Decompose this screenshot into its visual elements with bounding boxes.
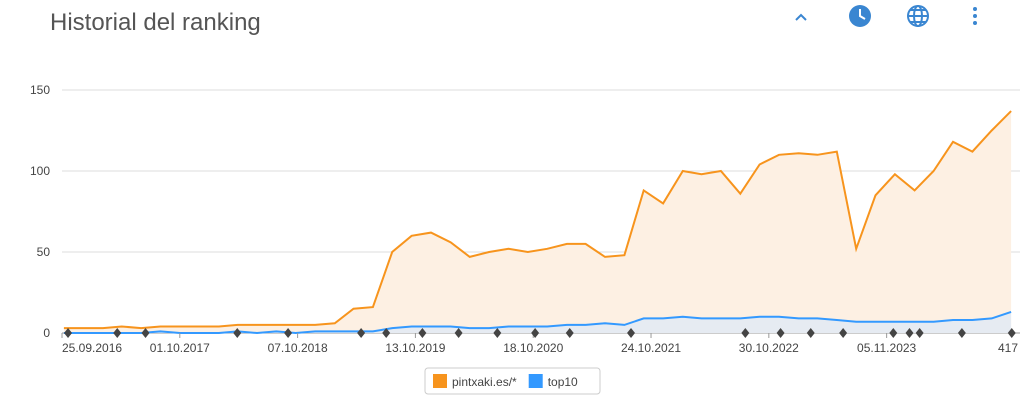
series-line	[63, 310, 1012, 335]
y-tick-label: 100	[30, 164, 50, 178]
x-tick-label: 25.09.2016	[62, 341, 122, 355]
event-marker	[113, 328, 122, 338]
legend-item[interactable]: pintxaki.es/*	[433, 374, 517, 389]
event-marker	[806, 328, 815, 338]
event-marker	[531, 328, 540, 338]
event-marker	[141, 328, 150, 338]
legend-swatch	[433, 374, 447, 388]
event-marker	[776, 328, 785, 338]
history-button[interactable]	[849, 5, 871, 27]
legend-swatch	[528, 374, 543, 388]
y-tick-label: 150	[30, 83, 50, 97]
event-marker	[357, 328, 366, 338]
event-marker	[915, 328, 924, 338]
x-tick-label: 05.11.2023	[857, 341, 916, 355]
event-marker	[627, 328, 636, 338]
event-marker	[64, 328, 73, 338]
legend-label: pintxaki.es/*	[452, 375, 517, 389]
event-marker	[284, 328, 293, 338]
y-tick-label: 50	[37, 245, 51, 259]
event-marker	[454, 328, 463, 338]
event-marker	[889, 328, 898, 338]
event-marker	[493, 328, 502, 338]
x-tick-label: 18.10.2020	[503, 341, 563, 355]
x-tick-label: 24.10.2021	[621, 341, 681, 355]
y-tick-label: 0	[43, 326, 50, 340]
x-tick-label: 01.10.2017	[150, 341, 210, 355]
event-marker	[382, 328, 391, 338]
event-marker	[741, 328, 750, 338]
language-button[interactable]	[907, 5, 929, 27]
series-area	[63, 111, 1012, 333]
x-end-label: 417	[998, 341, 1018, 355]
series-line	[63, 110, 1012, 330]
menu-button[interactable]	[973, 7, 977, 25]
event-marker	[839, 328, 848, 338]
event-marker	[1007, 328, 1016, 338]
event-marker	[905, 328, 914, 338]
x-tick-label: 30.10.2022	[739, 341, 799, 355]
legend-box	[424, 367, 601, 395]
legend-label: top10	[548, 375, 578, 389]
collapse-button[interactable]	[795, 13, 807, 21]
x-tick-label: 13.10.2019	[385, 341, 445, 355]
x-tick-label: 07.10.2018	[268, 341, 328, 355]
event-marker	[233, 328, 242, 338]
event-marker	[565, 328, 574, 338]
event-marker	[418, 328, 427, 338]
legend-item[interactable]: top10	[528, 374, 578, 389]
page-title: Historial del ranking	[50, 9, 261, 36]
event-marker	[957, 328, 966, 338]
